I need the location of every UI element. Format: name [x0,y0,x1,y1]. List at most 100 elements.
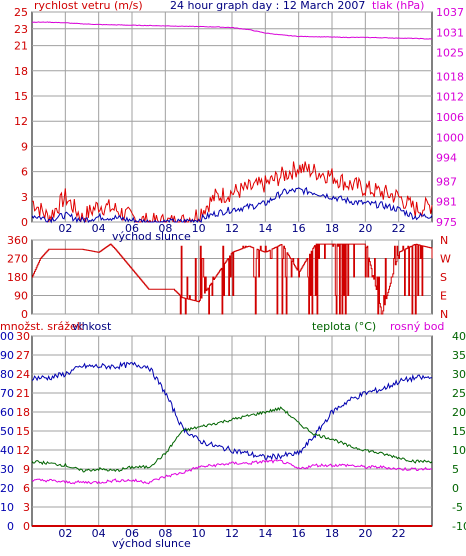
compass-label: E [440,290,447,303]
wind-speed-tick-label: 12 [14,115,28,128]
hour-tick-label: 22 [392,527,406,540]
hour-tick-label: 16 [292,222,306,235]
series-pressure [31,21,433,40]
series-humidity [31,361,432,461]
rain-tick-label: 9 [23,463,30,476]
temperature-tick-label: 0 [452,482,459,495]
bottom-center-title: teplota (°C) [312,320,376,333]
temperature-tick-label: 25 [452,387,466,400]
compass-label: N [440,234,448,247]
compass-label: S [440,271,447,284]
humidity-tick-label: 20 [0,482,14,495]
series-wind-average [31,186,433,224]
rain-tick-label: 24 [16,368,30,381]
pressure-tick-label: 1037 [436,6,464,19]
hour-tick-label: 12 [225,222,239,235]
hour-tick-label: 18 [325,527,339,540]
temperature-tick-label: 40 [452,330,466,343]
humidity-tick-label: 100 [0,330,14,343]
series-dewpoint [31,459,433,485]
humidity-tick-label: 90 [0,349,14,362]
bottom-left-title2: vlhkost [72,320,112,333]
temperature-tick-label: 15 [452,425,466,438]
rain-tick-label: 27 [16,349,30,362]
series-wind-direction [32,243,433,315]
direction-tick-label: 180 [7,271,28,284]
wind-speed-tick-label: 3 [21,191,28,204]
rain-tick-label: 30 [16,330,30,343]
hour-tick-label: 04 [92,527,106,540]
hour-tick-label: 06 [125,527,139,540]
top-left-title: rychlost vetru (m/s) [34,0,143,12]
hour-tick-label: 02 [58,527,72,540]
pressure-tick-label: 994 [436,152,457,165]
compass-label: N [440,308,448,321]
wind-speed-tick-label: 9 [21,140,28,153]
wind-speed-tick-label: 0 [21,216,28,229]
top-center-title: 24 hour graph day : 12 March 2007 [170,0,365,12]
bottom-sunrise-label: východ slunce [112,537,191,550]
direction-tick-label: 0 [21,308,28,321]
hour-tick-label: 04 [92,222,106,235]
pressure-tick-label: 1006 [436,111,464,124]
temperature-tick-label: 30 [452,368,466,381]
compass-label: W [440,253,451,266]
humidity-tick-label: 70 [0,387,14,400]
hour-tick-label: 10 [192,527,206,540]
temperature-tick-label: 35 [452,349,466,362]
series-temperature [31,406,433,473]
pressure-tick-label: 1025 [436,47,464,60]
pressure-tick-label: 1012 [436,91,464,104]
humidity-tick-label: 60 [0,406,14,419]
wind-speed-tick-label: 21 [14,40,28,53]
pressure-tick-label: 1018 [436,70,464,83]
humidity-tick-label: 80 [0,368,14,381]
wind-speed-tick-label: 23 [14,23,28,36]
rain-tick-label: 12 [16,444,30,457]
hour-tick-label: 16 [292,527,306,540]
temperature-tick-label: 20 [452,406,466,419]
pressure-tick-label: 1000 [436,131,464,144]
hour-tick-label: 12 [225,527,239,540]
hour-tick-label: 08 [158,527,172,540]
temperature-tick-label: 10 [452,444,466,457]
rain-tick-label: 3 [23,501,30,514]
bottom-right-title: rosný bod [390,320,444,333]
direction-tick-label: 90 [14,290,28,303]
wind-speed-tick-label: 18 [14,65,28,78]
top-sunrise-label: východ slunce [112,230,191,243]
rain-tick-label: 15 [16,425,30,438]
wind-speed-tick-label: 15 [14,90,28,103]
hour-tick-label: 14 [258,222,272,235]
top-right-title: tlak (hPa) [372,0,424,12]
hour-tick-label: 18 [325,222,339,235]
rain-tick-label: 0 [23,520,30,533]
series-wind-gust [32,161,433,224]
humidity-tick-label: 30 [0,463,14,476]
hour-tick-label: 06 [125,222,139,235]
direction-tick-label: 360 [7,234,28,247]
hour-tick-label: 14 [258,527,272,540]
temperature-tick-label: -5 [452,501,463,514]
hour-tick-label: 22 [392,222,406,235]
direction-tick-label: 270 [7,253,28,266]
rain-tick-label: 21 [16,387,30,400]
hour-tick-label: 10 [192,222,206,235]
humidity-tick-label: 0 [7,520,14,533]
humidity-tick-label: 40 [0,444,14,457]
rain-tick-label: 6 [23,482,30,495]
pressure-tick-label: 1031 [436,26,464,39]
temperature-tick-label: -10 [452,520,466,533]
hour-tick-label: 08 [158,222,172,235]
temperature-tick-label: 5 [452,463,459,476]
hour-tick-label: 20 [358,527,372,540]
pressure-tick-label: 981 [436,196,457,209]
bottom-left-title: množst. srážek [0,320,84,333]
hour-tick-label: 02 [58,222,72,235]
humidity-tick-label: 10 [0,501,14,514]
pressure-tick-label: 975 [436,216,457,229]
wind-speed-tick-label: 6 [21,166,28,179]
wind-speed-tick-label: 25 [14,6,28,19]
